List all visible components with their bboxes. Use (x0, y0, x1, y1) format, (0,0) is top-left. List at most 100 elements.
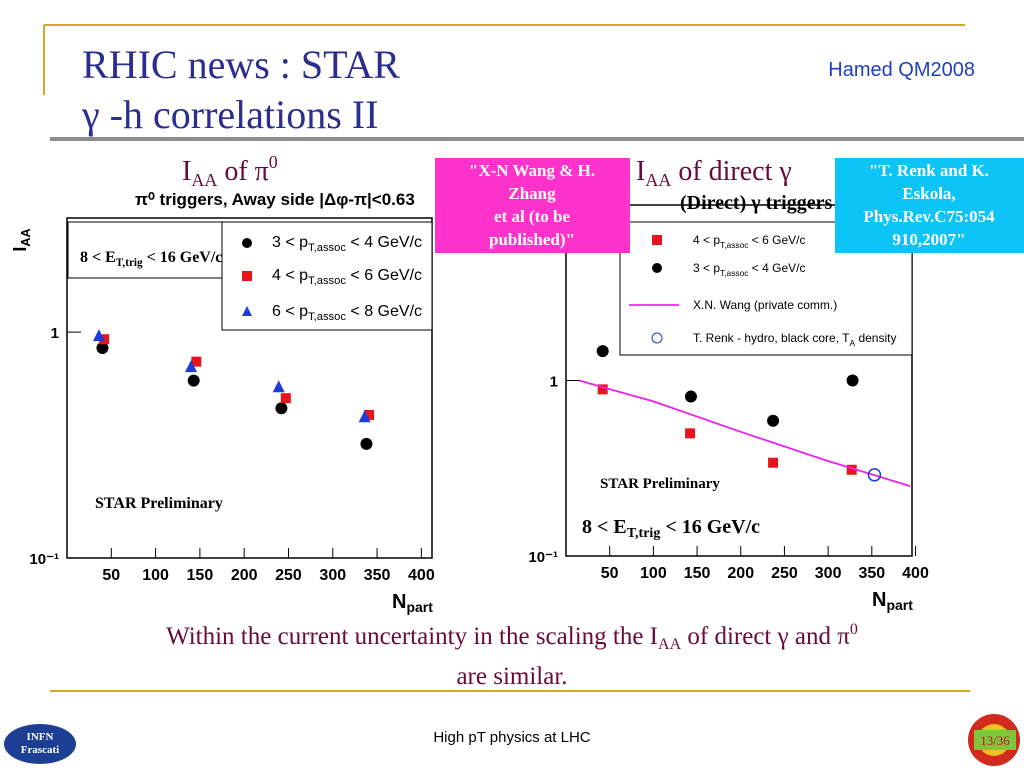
conclusion: Within the current uncertainty in the sc… (166, 621, 858, 653)
y-tick-label: 10⁻¹ (528, 549, 558, 566)
marker (685, 428, 696, 439)
x-tick-label: 350 (364, 567, 391, 584)
text: Within the current uncertainty in the sc… (166, 623, 658, 650)
x-tick-label: 250 (771, 565, 798, 582)
note-line: Phys.Rev.C75:054 (863, 207, 995, 226)
x-axis-label: Npart (872, 589, 913, 613)
text-part: < 16 GeV/c (143, 249, 223, 266)
marker (99, 334, 110, 345)
subscript: AA (645, 170, 671, 190)
note: "X-N Wang & H. Zhang et al (to be publis… (469, 161, 595, 249)
text-part: < 16 GeV/c (660, 516, 760, 538)
marker (597, 384, 608, 395)
superscript: 0 (269, 152, 278, 172)
text-part: N (392, 591, 406, 613)
logo-text: INFN (27, 731, 54, 743)
x-tick-label: 50 (102, 567, 120, 584)
annotation: STAR Preliminary (95, 495, 223, 512)
footer-text: High pT physics at LHC (433, 729, 590, 746)
text-part: part (406, 599, 433, 615)
text: of direct γ (671, 156, 791, 187)
text-part: T,trig (627, 526, 661, 541)
marker (846, 374, 859, 387)
legend-box (221, 221, 433, 331)
title: RHIC news : STAR (82, 42, 400, 87)
text-part: < 6 GeV/c (346, 267, 422, 284)
text-part: density (855, 331, 896, 345)
text-part: STAR Preliminary (600, 476, 720, 492)
y-axis-label: IAA (10, 228, 33, 251)
x-tick-label: 200 (231, 567, 258, 584)
marker (187, 374, 200, 387)
page-badge (974, 730, 1016, 750)
text-part: < 4 GeV/c (748, 261, 805, 275)
annotation: 8 < ET,trig < 16 GeV/c (80, 249, 222, 269)
subscript: AA (658, 636, 682, 653)
x-tick-label: 400 (902, 565, 929, 582)
x-tick-label: 400 (408, 567, 435, 584)
subscript: AA (191, 170, 217, 190)
marker (364, 409, 375, 420)
text-part: 6 < p (272, 303, 308, 320)
x-tick-label: 300 (815, 565, 842, 582)
text-part: X.N. Wang (private comm.) (693, 298, 837, 312)
legend-label: 3 < pT,assoc < 4 GeV/c (272, 234, 422, 254)
text-part: 3 < p (693, 261, 720, 275)
text: I (636, 156, 645, 187)
page-number: 13/36 (980, 733, 1010, 748)
title: γ -h correlations II (81, 92, 378, 137)
marker (596, 345, 609, 358)
legend-label: T. Renk - hydro, black core, TA density (693, 331, 896, 348)
text-part: < 4 GeV/c (346, 234, 422, 251)
text-part: part (886, 597, 913, 613)
author: Hamed QM2008 (828, 59, 975, 81)
text-part: T,assoc (720, 268, 748, 278)
legend-swatch (242, 306, 252, 316)
text-part: T,assoc (308, 311, 346, 323)
marker (275, 402, 288, 415)
panel-heading: IAA of direct γ (636, 156, 792, 190)
text-part: T. Renk - hydro, black core, T (693, 331, 850, 345)
note-line: published)" (489, 230, 575, 249)
legend-swatch (652, 235, 662, 245)
legend-label: 4 < pT,assoc < 6 GeV/c (272, 267, 422, 287)
marker (360, 437, 373, 450)
marker (768, 457, 779, 468)
x-tick-label: 150 (684, 565, 711, 582)
marker (92, 329, 105, 342)
note-box (435, 158, 630, 253)
text-part: AA (19, 228, 33, 246)
panel-heading: IAA of π0 (182, 152, 278, 190)
text-part: T,assoc (308, 275, 346, 287)
text-part: T,assoc (720, 240, 748, 250)
marker (358, 410, 371, 423)
text-part: 4 < p (272, 267, 308, 284)
x-tick-label: 350 (858, 565, 885, 582)
marker (846, 464, 857, 475)
legend-swatch (242, 271, 252, 281)
marker (280, 393, 291, 404)
marker (767, 414, 780, 427)
marker (684, 390, 697, 403)
annotation: STAR Preliminary (600, 476, 720, 492)
x-tick-label: 250 (275, 567, 302, 584)
plot: π⁰ triggers, Away side |Δφ-π|<0.63 50 100 1… (10, 190, 435, 615)
text: of π (217, 156, 268, 187)
text-part: STAR Preliminary (95, 495, 223, 512)
marker (96, 342, 109, 355)
conclusion: are similar. (456, 663, 567, 690)
note-line: "T. Renk and K. (869, 161, 989, 180)
text-part: T,assoc (308, 242, 346, 254)
legend-label: 6 < pT,assoc < 8 GeV/c (272, 303, 422, 323)
text-part: 4 < p (693, 233, 720, 247)
x-tick-label: 200 (727, 565, 754, 582)
annotation: 8 < ET,trig < 16 GeV/c (582, 516, 760, 541)
marker (867, 468, 882, 482)
text-part: 3 < p (272, 234, 308, 251)
marker (191, 356, 202, 367)
x-tick-label: 100 (142, 567, 169, 584)
text: I (182, 156, 191, 187)
x-tick-label: 150 (187, 567, 214, 584)
